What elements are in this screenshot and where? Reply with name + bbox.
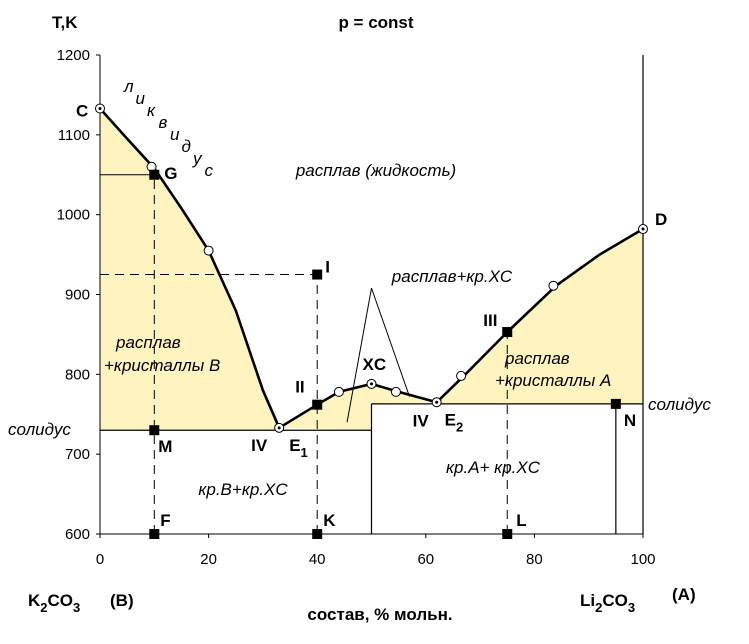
- point-label-g: G: [164, 164, 177, 183]
- y-tick-label: 1000: [57, 207, 90, 224]
- y-tick-label: 700: [65, 446, 90, 463]
- point-label-c: C: [76, 101, 88, 120]
- fill-left-region: [100, 108, 280, 431]
- liquidus-compound-branch: [278, 382, 438, 429]
- point-label-e2: E2: [445, 410, 464, 434]
- diagram-lines: [100, 55, 644, 534]
- y-tick-label: 1100: [58, 127, 90, 144]
- x-tick-label: 0: [96, 551, 104, 568]
- region-label-melt-crystals-a-2: +кристаллы A: [495, 371, 611, 390]
- point-label-n: N: [624, 411, 636, 430]
- point-marker-n: [610, 398, 621, 409]
- point-marker-f: [149, 529, 160, 539]
- x-tick-label: 20: [200, 551, 217, 568]
- right-component-formula: Li2CO3: [580, 591, 635, 615]
- curve-open-point: [333, 386, 344, 397]
- liquidus-label-letter: в: [159, 113, 168, 132]
- two-phase-regions: [100, 108, 643, 431]
- fill-middle-left-region: [279, 383, 372, 431]
- point-marker-l: [502, 529, 513, 539]
- y-tick-label: 900: [65, 287, 90, 304]
- liquidus-label-letter: у: [192, 149, 203, 168]
- solidus-label-right: солидус: [648, 395, 711, 414]
- x-axis-label: состав, % мольн.: [307, 605, 452, 624]
- liquidus-label-letter: л: [123, 77, 134, 96]
- x-tick-label: 60: [417, 551, 434, 568]
- point-marker-iii: [502, 327, 513, 338]
- region-label-solid-a: кр.A+ кр.XC: [446, 458, 541, 477]
- point-label-i: I: [325, 258, 330, 277]
- point-marker-center: [641, 227, 645, 231]
- point-label-e1: E1: [289, 436, 308, 460]
- point-marker-center: [98, 106, 102, 110]
- region-label-melt-compound: расплав+кр.XC: [391, 267, 513, 286]
- point-label-d: D: [655, 210, 667, 229]
- point-marker-k: [312, 529, 323, 539]
- y-axis-label: T,K: [52, 13, 78, 32]
- point-markers: [95, 103, 648, 539]
- liquidus-left-branch: [99, 107, 281, 429]
- point-marker-ii: [312, 399, 323, 410]
- point-label-xc: XC: [363, 355, 387, 374]
- liquidus-label-letter: д: [182, 137, 191, 156]
- label-iv-right: IV: [413, 411, 430, 430]
- right-component-tag: (A): [672, 585, 696, 604]
- axes: 600 700 800 900 1000 1100 1200 0 20 40 60 80 100: [57, 47, 656, 568]
- point-marker-center: [370, 382, 373, 386]
- fill-right-region: [436, 229, 643, 404]
- point-label-m: M: [158, 437, 172, 456]
- x-tick-label: 80: [526, 551, 543, 568]
- region-label-melt-crystals-a-1: расплав: [504, 349, 570, 368]
- curve-open-point: [548, 280, 559, 291]
- point-label-ii: II: [295, 378, 304, 397]
- y-tick-label: 800: [65, 366, 90, 383]
- region-label-melt: расплав (жидкость): [295, 161, 456, 180]
- x-tick-label: 100: [630, 551, 655, 568]
- left-component-tag: (B): [110, 591, 134, 610]
- liquidus-label-letter: с: [205, 161, 214, 180]
- left-component-formula: K2CO3: [28, 591, 80, 615]
- region-label-melt-crystals-b-2: +кристаллы B: [104, 356, 220, 375]
- curve-open-point: [390, 386, 401, 397]
- point-label-f: F: [160, 511, 170, 530]
- curve-open-point: [203, 245, 214, 256]
- point-marker-center: [435, 400, 439, 404]
- point-label-k: K: [323, 511, 336, 530]
- liquidus-label-letter: и: [136, 89, 146, 108]
- point-marker-center: [277, 426, 281, 430]
- point-label-iii: III: [483, 311, 497, 330]
- liquidus-label-letter: и: [170, 125, 180, 144]
- x-tick-label: 40: [309, 551, 326, 568]
- pointer-line-left: [346, 288, 372, 423]
- region-label-melt-crystals-b-1: расплав: [115, 333, 181, 352]
- point-label-l: L: [516, 511, 526, 530]
- y-tick-label: 600: [65, 526, 90, 543]
- point-marker-i: [312, 269, 323, 280]
- curve-open-point: [456, 370, 467, 381]
- y-tick-label: 1200: [57, 47, 90, 64]
- liquidus-label-letter: к: [147, 101, 156, 120]
- point-marker-g: [149, 169, 160, 180]
- point-marker-m: [149, 425, 160, 436]
- chart-title: p = const: [338, 13, 413, 32]
- solidus-label-left: солидус: [8, 420, 71, 439]
- label-iv-left: IV: [251, 436, 268, 455]
- pointer-line-right: [371, 287, 410, 397]
- region-label-solid-b: кр.B+кр.XC: [198, 480, 288, 499]
